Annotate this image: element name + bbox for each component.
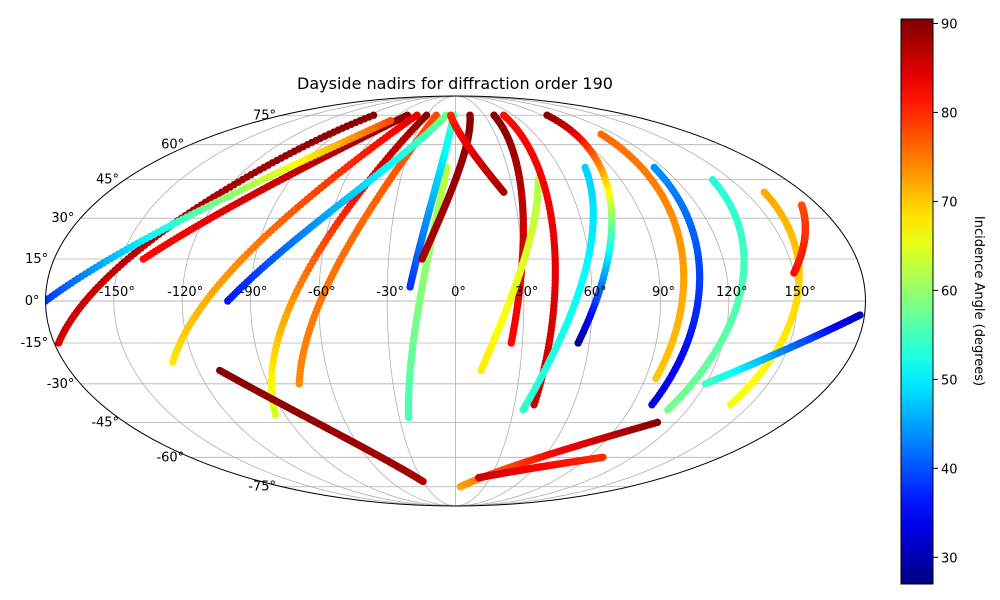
data-point (650, 163, 658, 172)
data-point (422, 111, 431, 119)
colorbar-tick-label: 50 (941, 373, 958, 388)
data-point (653, 418, 662, 427)
colorbar-tick-label: 40 (941, 462, 958, 477)
data-series-layer (45, 111, 864, 491)
data-point (419, 477, 427, 486)
series-24 (216, 366, 427, 486)
lon-tick-label: 0° (451, 285, 466, 300)
data-point (597, 130, 605, 138)
lon-tick-label: -90° (240, 285, 268, 300)
graticule-grid (45, 95, 866, 507)
series-12 (490, 111, 528, 347)
data-point (500, 188, 508, 196)
colorbar-tick-label: 70 (941, 195, 958, 210)
data-point (599, 453, 607, 461)
chart-title: Dayside nadirs for diffraction order 190 (297, 74, 613, 93)
lon-tick-label: 90° (652, 285, 675, 300)
lat-tick-label: -75° (248, 480, 276, 495)
series-19 (664, 175, 748, 414)
lon-tick-label: 60° (584, 285, 607, 300)
series-16 (543, 111, 616, 347)
lon-tick-label: 150° (785, 285, 816, 300)
lon-tick-label: 30° (515, 285, 538, 300)
series-17 (648, 163, 704, 409)
data-point (386, 116, 395, 125)
lon-tick-label: 120° (716, 285, 747, 300)
data-point (466, 111, 474, 119)
series-11 (446, 111, 508, 196)
data-point (499, 111, 508, 119)
tick-labels: -150° -120° -90° -60° -30° 0° 30° 60° 90° 120° 150… (20, 108, 815, 494)
colorbar-ticks: 30 40 50 60 70 80 90 (933, 17, 958, 566)
data-point (581, 163, 589, 172)
data-point (708, 175, 717, 184)
data-point (760, 188, 769, 196)
colorbar-tick-label: 80 (941, 106, 958, 121)
data-point (797, 201, 806, 209)
colorbar-tick-label: 60 (941, 284, 958, 299)
lat-tick-label: 30° (51, 211, 74, 226)
data-point (543, 111, 551, 119)
series-2 (139, 111, 412, 263)
series-7 (224, 111, 450, 305)
lon-tick-label: -60° (308, 285, 336, 300)
data-point (369, 111, 378, 119)
series-10 (418, 111, 474, 263)
series-9 (406, 111, 458, 291)
colorbar-label: Incidence Angle (degrees) (971, 216, 986, 386)
colorbar-tick-label: 90 (941, 17, 958, 32)
series-3 (45, 116, 395, 305)
colorbar-tick-label: 30 (941, 551, 958, 566)
data-point (432, 111, 440, 119)
series-15 (519, 163, 597, 414)
lat-tick-label: 0° (25, 294, 40, 309)
lat-tick-label: 60° (161, 138, 184, 153)
map-boundary (45, 95, 866, 507)
series-22 (701, 311, 864, 388)
lat-tick-label: -45° (91, 415, 119, 430)
data-point (413, 111, 421, 119)
series-4 (169, 111, 421, 366)
colorbar (900, 18, 934, 585)
series-25 (474, 453, 607, 482)
series-21 (790, 201, 810, 277)
lat-tick-label: -60° (156, 450, 184, 465)
lat-tick-label: -15° (20, 336, 48, 351)
lat-tick-label: -30° (47, 377, 75, 392)
data-point (490, 111, 498, 119)
lon-tick-label: -150° (99, 285, 135, 300)
lat-tick-label: 45° (96, 173, 119, 188)
lon-tick-label: -120° (167, 285, 203, 300)
data-point (701, 380, 710, 388)
lon-tick-label: -30° (376, 285, 404, 300)
lat-tick-label: 75° (253, 108, 276, 123)
series-18 (597, 130, 688, 383)
lat-tick-label: 15° (25, 252, 48, 267)
